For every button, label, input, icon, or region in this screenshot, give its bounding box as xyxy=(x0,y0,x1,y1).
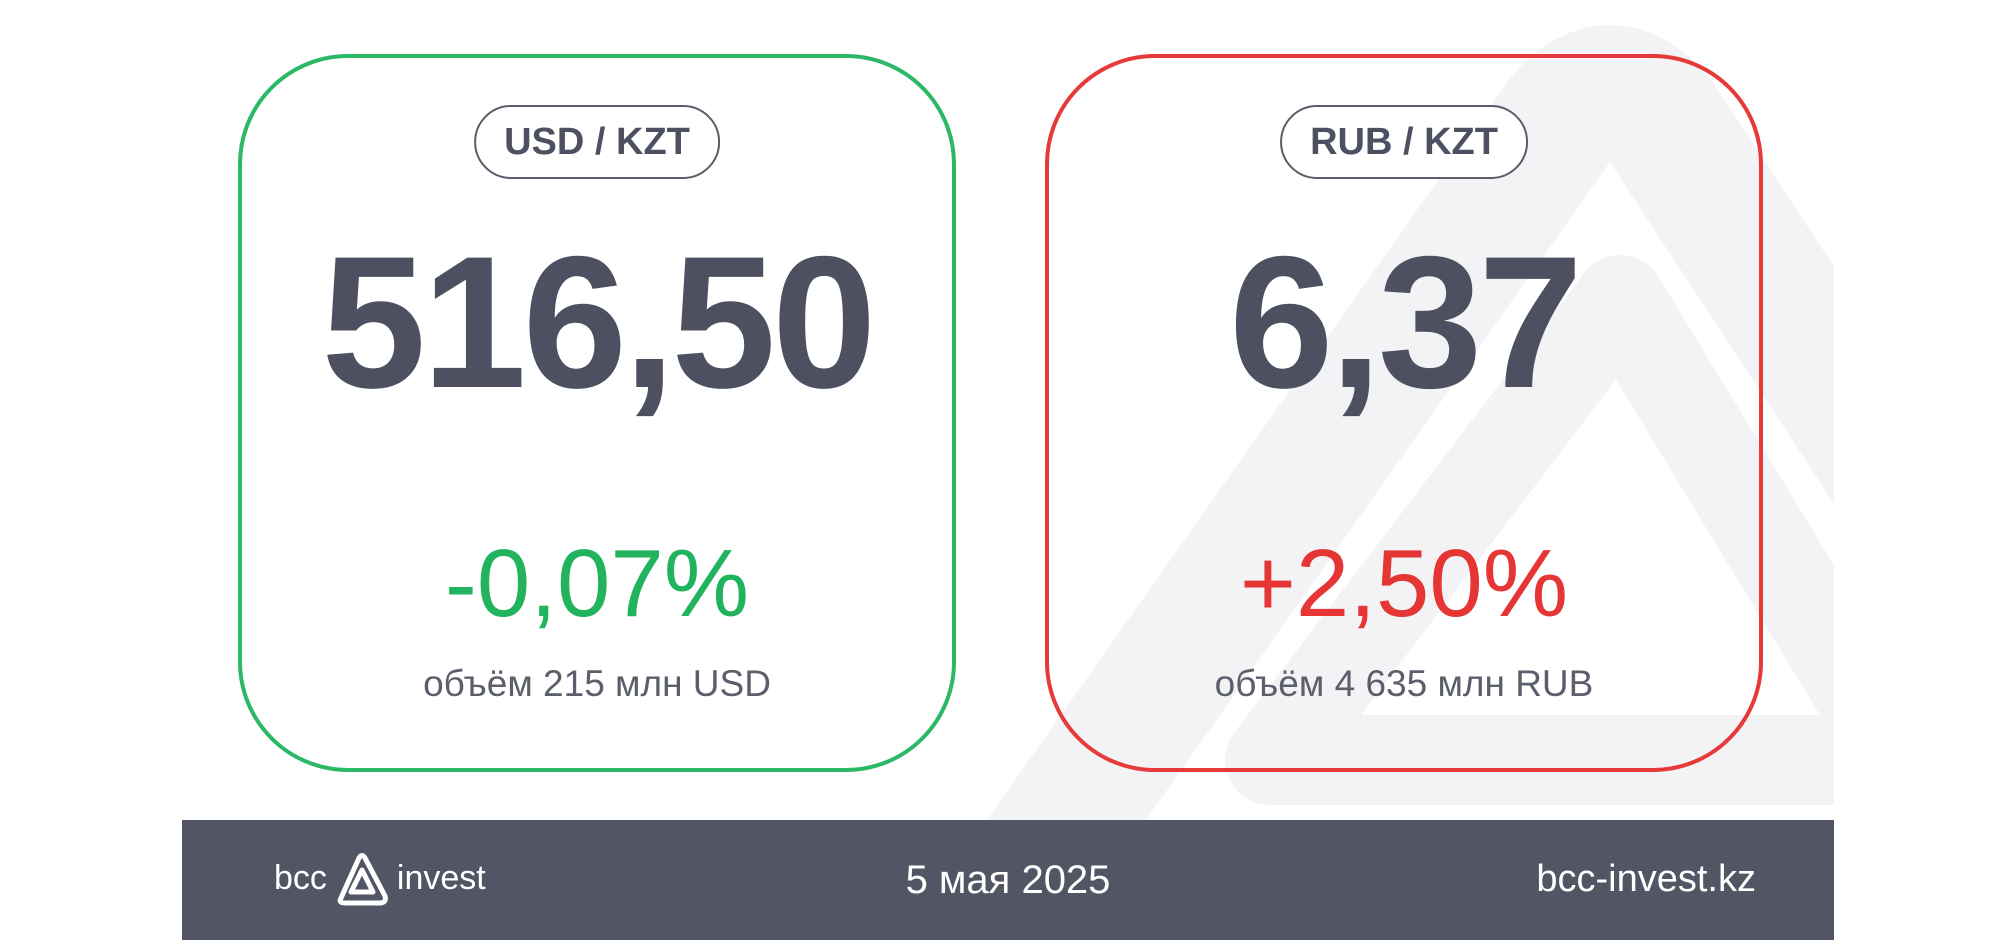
footer-bar: bcc invest 5 мая 2025 bcc-invest.kz xyxy=(182,820,1834,940)
exchange-rate: 516,50 xyxy=(321,217,876,427)
exchange-rate: 6,37 xyxy=(1229,217,1583,427)
trade-volume: объём 215 млн USD xyxy=(423,663,771,704)
bcc-invest-logo: bcc invest xyxy=(274,848,486,908)
website-link[interactable]: bcc-invest.kz xyxy=(1536,858,1756,900)
logo-text-invest: invest xyxy=(396,858,486,897)
currency-pair-badge: RUB / KZT xyxy=(1280,105,1528,179)
report-date: 5 мая 2025 xyxy=(905,858,1111,902)
trade-volume: объём 4 635 млн RUB xyxy=(1214,663,1594,704)
rate-change: -0,07% xyxy=(444,530,750,637)
rub-kzt-card: RUB / KZT 6,37 +2,50% объём 4 635 млн RU… xyxy=(1045,54,1763,772)
logo-text-bcc: bcc xyxy=(274,858,327,897)
rate-change: +2,50% xyxy=(1239,530,1569,637)
usd-kzt-card: USD / KZT 516,50 -0,07% объём 215 млн US… xyxy=(238,54,956,772)
currency-pair-badge: USD / KZT xyxy=(474,105,720,179)
bcc-triangle-logo-icon xyxy=(337,853,388,906)
